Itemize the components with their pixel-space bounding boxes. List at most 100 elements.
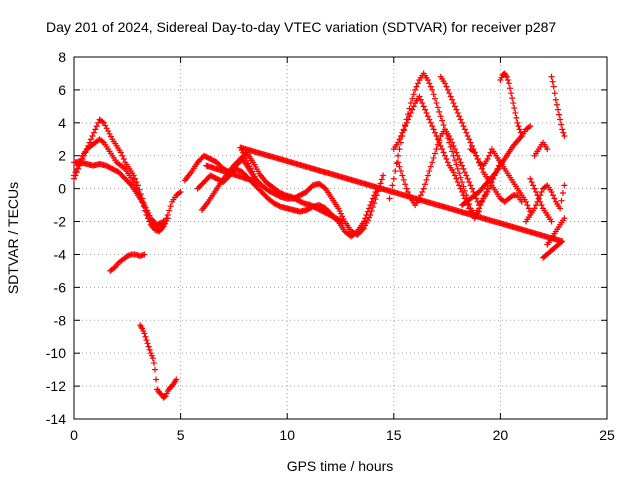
data-point xyxy=(423,109,430,116)
data-point xyxy=(504,77,511,84)
data-point xyxy=(437,113,444,120)
data-point xyxy=(395,159,402,166)
data-point xyxy=(436,137,443,144)
data-point xyxy=(363,211,370,218)
data-point xyxy=(203,162,210,169)
data-point xyxy=(246,163,253,170)
data-point xyxy=(339,213,346,220)
data-point xyxy=(430,91,437,98)
data-point xyxy=(559,126,566,133)
data-point xyxy=(360,218,367,225)
data-point xyxy=(420,185,427,192)
data-point xyxy=(145,343,152,350)
data-point xyxy=(432,95,439,102)
data-point xyxy=(247,165,254,172)
data-point xyxy=(243,157,250,164)
x-tick-label: 15 xyxy=(386,427,402,443)
data-point xyxy=(173,376,180,383)
data-point xyxy=(534,192,541,199)
x-tick-label: 10 xyxy=(279,427,295,443)
data-point xyxy=(456,182,463,189)
series-isolated xyxy=(203,144,566,261)
data-point xyxy=(512,109,519,116)
y-tick-label: -12 xyxy=(46,378,66,394)
data-point xyxy=(405,116,412,123)
data-point xyxy=(544,146,551,153)
data-point xyxy=(486,185,493,192)
data-point xyxy=(551,195,558,202)
data-point xyxy=(503,73,510,80)
data-point xyxy=(441,152,448,159)
data-point xyxy=(515,123,522,130)
data-point xyxy=(527,175,534,182)
data-point xyxy=(446,132,453,139)
data-point xyxy=(528,179,535,186)
data-point xyxy=(166,207,173,214)
data-point xyxy=(456,170,463,177)
data-point xyxy=(364,208,371,215)
data-point xyxy=(371,192,378,199)
data-point xyxy=(89,132,96,139)
data-point xyxy=(561,215,568,222)
data-point xyxy=(430,126,437,133)
data-point xyxy=(486,152,493,159)
data-point xyxy=(476,208,483,215)
data-point xyxy=(88,136,95,143)
data-point xyxy=(450,100,457,107)
data-point xyxy=(423,176,430,183)
data-point xyxy=(467,139,474,146)
data-point xyxy=(146,212,153,219)
data-point xyxy=(429,159,436,166)
data-point xyxy=(487,149,494,156)
y-tick-label: 2 xyxy=(58,148,66,164)
data-point xyxy=(424,77,431,84)
data-point xyxy=(552,96,559,103)
data-point xyxy=(463,129,470,136)
data-point xyxy=(464,132,471,139)
data-point xyxy=(120,156,127,163)
data-point xyxy=(461,169,468,176)
data-point xyxy=(505,80,512,87)
plot-frame xyxy=(73,56,608,420)
data-point xyxy=(474,156,481,163)
data-point xyxy=(407,109,414,116)
data-point xyxy=(557,205,564,212)
series-arc-d xyxy=(107,251,148,274)
data-point xyxy=(444,86,451,93)
data-point xyxy=(159,219,166,226)
data-point xyxy=(506,85,513,92)
data-point xyxy=(548,73,555,80)
data-point xyxy=(532,202,539,209)
data-point xyxy=(510,100,517,107)
data-points xyxy=(71,70,568,401)
data-point xyxy=(439,117,446,124)
data-point xyxy=(427,119,434,126)
data-point xyxy=(549,192,556,199)
y-tick-label: 0 xyxy=(58,181,66,197)
data-point xyxy=(416,93,423,100)
data-point xyxy=(450,142,457,149)
data-point xyxy=(250,171,257,178)
data-point xyxy=(412,86,419,93)
data-point xyxy=(561,182,568,189)
data-point xyxy=(537,198,544,205)
data-point xyxy=(177,188,184,195)
data-point xyxy=(447,93,454,100)
data-point xyxy=(450,169,457,176)
data-point xyxy=(538,188,545,195)
data-point xyxy=(72,169,79,176)
data-point xyxy=(457,174,464,181)
data-point xyxy=(389,182,396,189)
data-point xyxy=(152,366,159,373)
data-point xyxy=(439,146,446,153)
series-arc-j xyxy=(390,93,483,222)
data-point xyxy=(396,163,403,170)
data-point xyxy=(513,114,520,121)
data-point xyxy=(456,156,463,163)
data-point xyxy=(454,165,461,172)
chart-title: Day 201 of 2024, Sidereal Day-to-day VTE… xyxy=(46,19,556,35)
data-point xyxy=(406,105,413,112)
data-point xyxy=(511,105,518,112)
data-point xyxy=(535,195,542,202)
